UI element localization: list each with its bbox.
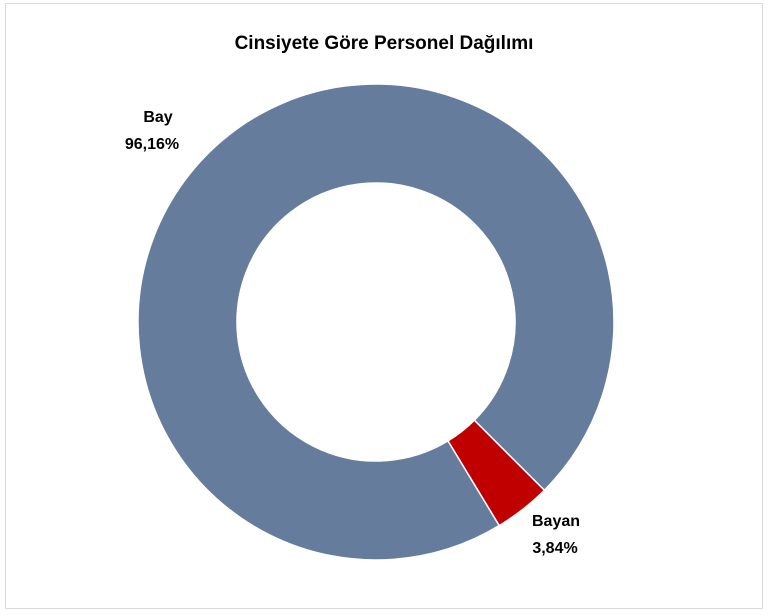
chart-title: Cinsiyete Göre Personel Dağılımı — [235, 33, 534, 54]
donut-slice — [446, 419, 546, 527]
slice-name: Bay — [143, 109, 172, 126]
donut-slice — [137, 83, 615, 561]
slice-value: 96,16% — [125, 136, 179, 153]
slice-name: Bayan — [532, 513, 580, 530]
slice-value: 3,84% — [532, 540, 577, 557]
